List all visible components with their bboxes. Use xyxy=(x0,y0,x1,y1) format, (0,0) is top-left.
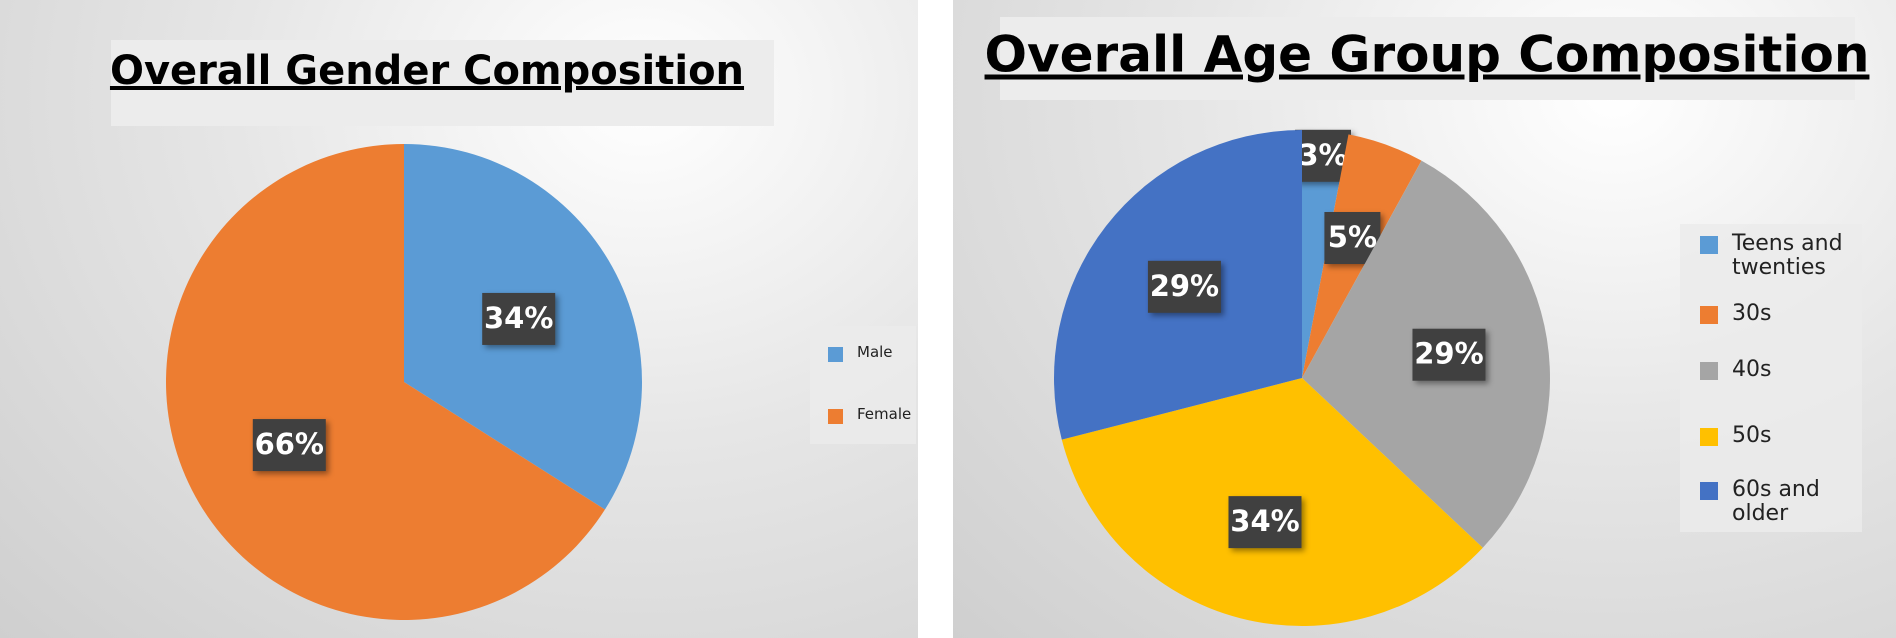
label-box xyxy=(1412,328,1486,381)
legend-swatch xyxy=(1700,236,1718,255)
legend-label: Male xyxy=(857,343,893,361)
data-label: 3% xyxy=(1298,138,1347,172)
label-box xyxy=(1147,260,1221,313)
legend-item: 40s xyxy=(1700,357,1862,382)
legend-label: Teens and twenties xyxy=(1732,231,1843,281)
legend: Teens and twenties 30s 40s 50s 60s and older xyxy=(1680,224,1862,532)
legend-swatch xyxy=(1700,482,1718,501)
data-label: 66% xyxy=(255,427,324,461)
chart-title: Overall Age Group Composition xyxy=(985,26,1870,84)
legend-swatch xyxy=(828,347,843,362)
legend-label: 50s xyxy=(1732,423,1772,448)
legend-swatch xyxy=(828,409,843,424)
legend: Male Female xyxy=(810,326,916,444)
legend-item: Female xyxy=(828,406,927,424)
legend-label: 60s and older xyxy=(1732,477,1820,527)
label-box xyxy=(482,292,556,345)
legend-swatch xyxy=(1700,428,1718,447)
pie-slice xyxy=(166,144,605,620)
legend-item: Male xyxy=(828,344,927,362)
legend-label: 30s xyxy=(1732,301,1772,326)
legend-item: Teens and twenties xyxy=(1700,231,1862,281)
data-label: 34% xyxy=(484,301,553,335)
label-box xyxy=(252,419,326,472)
data-label: 29% xyxy=(1150,269,1219,303)
legend-item: 30s xyxy=(1700,301,1862,326)
data-label: 29% xyxy=(1414,337,1483,371)
label-box xyxy=(1228,496,1302,549)
data-label: 34% xyxy=(1230,504,1299,538)
legend-item: 60s and older xyxy=(1700,477,1862,527)
legend-label: 40s xyxy=(1732,357,1772,382)
title-box xyxy=(111,40,774,126)
chart-title: Overall Gender Composition xyxy=(110,48,744,94)
legend-swatch xyxy=(1700,306,1718,325)
title-box xyxy=(1000,17,1855,100)
data-label: 5% xyxy=(1328,220,1377,254)
legend-label: Female xyxy=(857,405,912,423)
legend-swatch xyxy=(1700,362,1718,381)
legend-item: 50s xyxy=(1700,423,1862,448)
